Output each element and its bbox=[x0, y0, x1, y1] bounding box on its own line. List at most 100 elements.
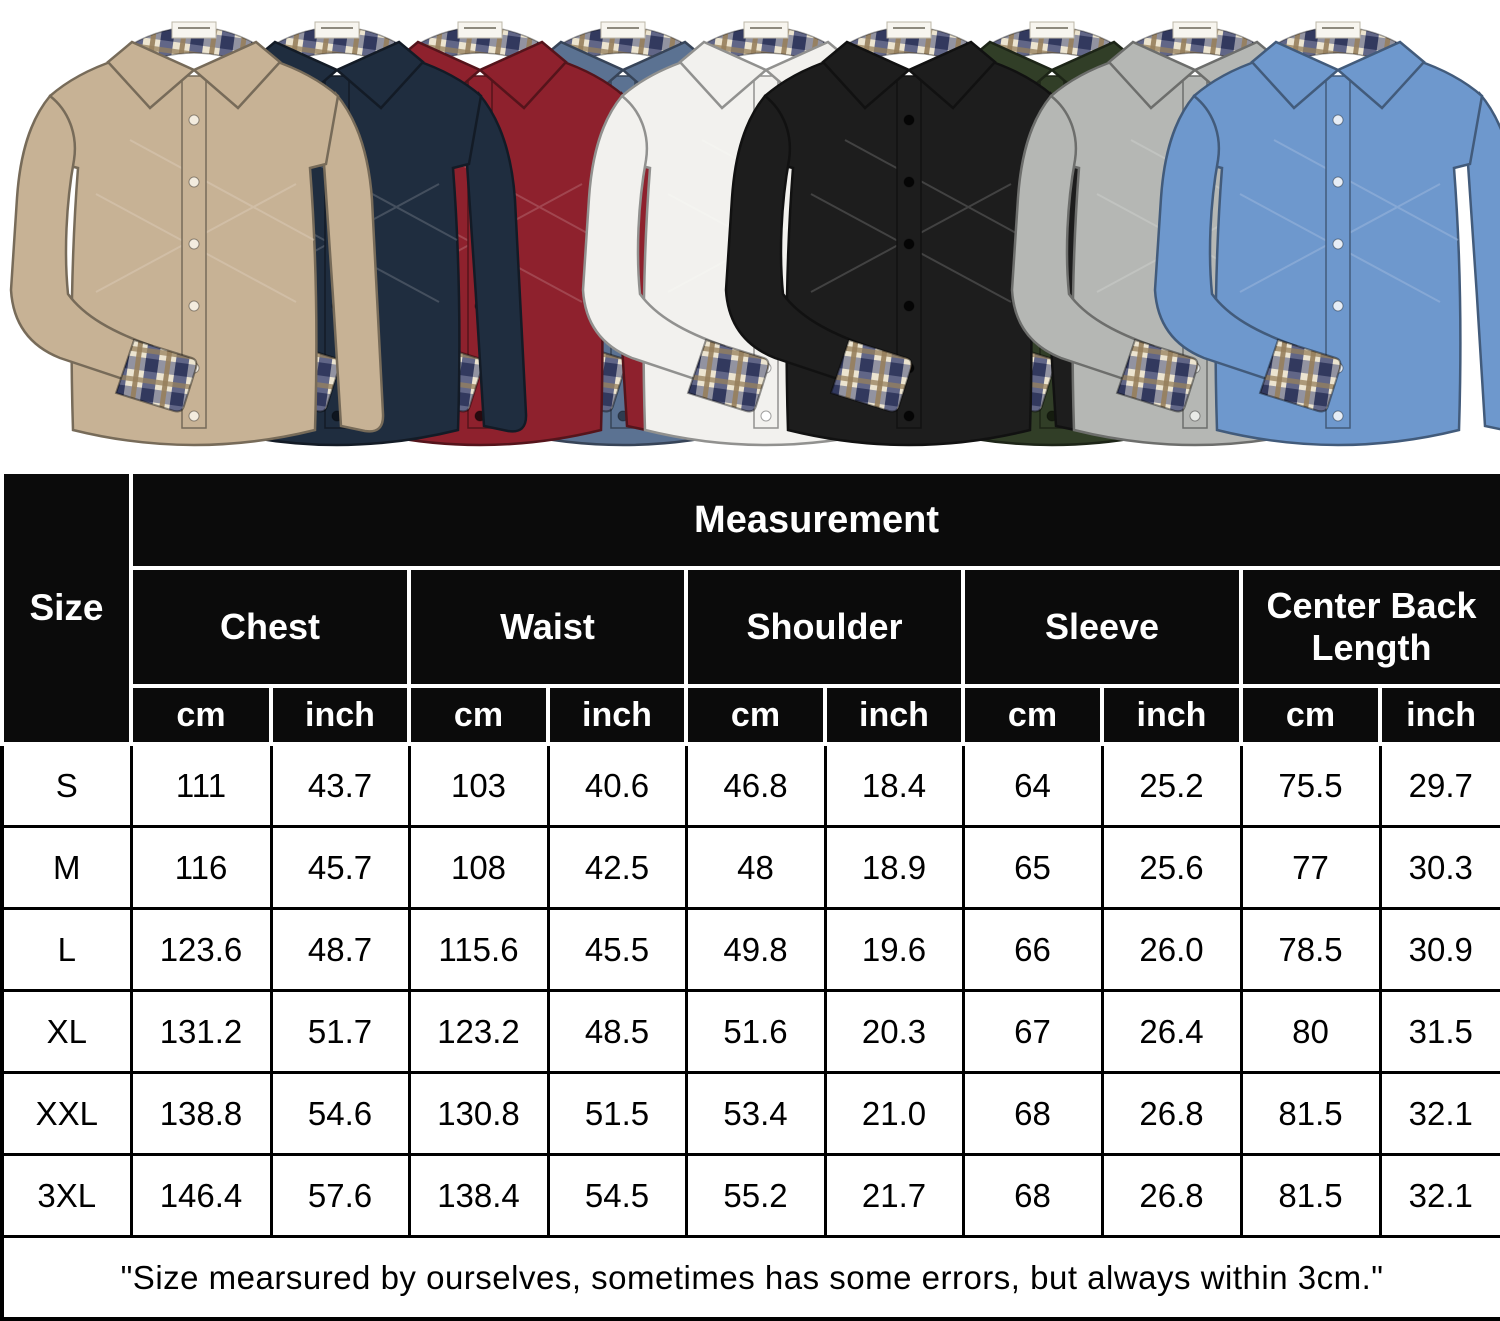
value-cell: 32.1 bbox=[1378, 1071, 1500, 1156]
buttons bbox=[903, 114, 915, 422]
value-cell: 57.6 bbox=[269, 1153, 411, 1238]
size-column-header: Size bbox=[0, 470, 133, 746]
product-gallery bbox=[0, 0, 1500, 470]
value-cell: 67 bbox=[961, 989, 1104, 1074]
value-cell: 18.9 bbox=[823, 825, 965, 910]
collar-left-flap bbox=[1107, 40, 1198, 110]
size-row: L 123.6 48.7 115.6 45.5 49.8 19.6 66 26.0 78.5 30.… bbox=[0, 907, 1500, 992]
value-cell: 26.8 bbox=[1100, 1071, 1243, 1156]
value-cell: 131.2 bbox=[129, 989, 273, 1074]
value-cell: 51.7 bbox=[269, 989, 411, 1074]
value-cell: 48 bbox=[684, 825, 827, 910]
value-cell: 21.7 bbox=[823, 1153, 965, 1238]
value-cell: 49.8 bbox=[684, 907, 827, 992]
value-cell: 45.7 bbox=[269, 825, 411, 910]
unit-header: inch bbox=[1377, 684, 1500, 746]
brand-label bbox=[171, 21, 217, 39]
value-cell: 64 bbox=[961, 742, 1104, 828]
size-chart-table: Size Measurement Chest Waist Shoulder Sl… bbox=[0, 470, 1500, 1321]
value-cell: 25.2 bbox=[1100, 742, 1243, 828]
value-cell: 108 bbox=[407, 825, 550, 910]
column-header-shoulder: Shoulder bbox=[684, 566, 965, 688]
value-cell: 54.6 bbox=[269, 1071, 411, 1156]
button-placket bbox=[896, 75, 922, 429]
shirt-light-blue bbox=[1128, 2, 1500, 464]
unit-header: cm bbox=[407, 684, 550, 746]
value-cell: 26.8 bbox=[1100, 1153, 1243, 1238]
brand-label bbox=[743, 21, 789, 39]
column-header-sleeve: Sleeve bbox=[961, 566, 1243, 688]
value-cell: 75.5 bbox=[1239, 742, 1382, 828]
brand-label bbox=[457, 21, 503, 39]
right-sleeve bbox=[465, 91, 528, 433]
value-cell: 32.1 bbox=[1378, 1153, 1500, 1238]
value-cell: 146.4 bbox=[129, 1153, 273, 1238]
collar-right-flap bbox=[906, 40, 997, 110]
unit-header: cm bbox=[684, 684, 827, 746]
value-cell: 111 bbox=[129, 742, 273, 828]
unit-header-row: cm inch cm inch cm inch cm inch cm inch bbox=[2, 684, 1500, 746]
value-cell: 48.5 bbox=[546, 989, 688, 1074]
plaid-cuff bbox=[1258, 338, 1342, 413]
value-cell: 30.3 bbox=[1378, 825, 1500, 910]
size-cell: S bbox=[0, 742, 133, 828]
unit-header: cm bbox=[1239, 684, 1382, 746]
right-sleeve bbox=[322, 91, 385, 433]
value-cell: 78.5 bbox=[1239, 907, 1382, 992]
column-header-waist: Waist bbox=[407, 566, 688, 688]
size-cell: XXL bbox=[0, 1071, 133, 1156]
value-cell: 19.6 bbox=[823, 907, 965, 992]
value-cell: 43.7 bbox=[269, 742, 411, 828]
note-row: "Size mearsured by ourselves, sometimes … bbox=[0, 1235, 1500, 1321]
collar-left-flap bbox=[821, 40, 912, 110]
value-cell: 40.6 bbox=[546, 742, 688, 828]
collar-right-flap bbox=[1335, 40, 1426, 110]
collar-left-flap bbox=[1250, 40, 1341, 110]
size-chart-section: Size Measurement Chest Waist Shoulder Sl… bbox=[0, 470, 1500, 1321]
value-cell: 29.7 bbox=[1378, 742, 1500, 828]
column-header-chest: Chest bbox=[129, 566, 411, 688]
value-cell: 25.6 bbox=[1100, 825, 1243, 910]
collar-right-flap bbox=[334, 40, 425, 110]
value-cell: 66 bbox=[961, 907, 1104, 992]
button-placket bbox=[181, 75, 207, 429]
value-cell: 68 bbox=[961, 1153, 1104, 1238]
size-cell: M bbox=[0, 825, 133, 910]
size-chart-body: S 111 43.7 103 40.6 46.8 18.4 64 25.2 75.5 29.7 M 11… bbox=[0, 742, 1500, 1238]
value-cell: 103 bbox=[407, 742, 550, 828]
size-row: M 116 45.7 108 42.5 48 18.9 65 25.6 77 30.3 bbox=[0, 825, 1500, 910]
value-cell: 115.6 bbox=[407, 907, 550, 992]
unit-header: cm bbox=[961, 684, 1104, 746]
plaid-cuff bbox=[114, 338, 198, 413]
value-cell: 18.4 bbox=[823, 742, 965, 828]
size-row: S 111 43.7 103 40.6 46.8 18.4 64 25.2 75.5 29.7 bbox=[0, 742, 1500, 828]
unit-header: cm bbox=[129, 684, 273, 746]
size-row: 3XL 146.4 57.6 138.4 54.5 55.2 21.7 68 26.8 81.5 3… bbox=[0, 1153, 1500, 1238]
brand-label bbox=[1029, 21, 1075, 39]
value-cell: 123.2 bbox=[407, 989, 550, 1074]
value-cell: 21.0 bbox=[823, 1071, 965, 1156]
value-cell: 30.9 bbox=[1378, 907, 1500, 992]
value-cell: 26.4 bbox=[1100, 989, 1243, 1074]
unit-header: inch bbox=[546, 684, 688, 746]
plaid-cuff bbox=[829, 338, 913, 413]
value-cell: 138.8 bbox=[129, 1071, 273, 1156]
shirt-khaki bbox=[0, 2, 404, 464]
value-cell: 26.0 bbox=[1100, 907, 1243, 992]
value-cell: 81.5 bbox=[1239, 1071, 1382, 1156]
collar-right-flap bbox=[191, 40, 282, 110]
size-cell: 3XL bbox=[0, 1153, 133, 1238]
collar-left-flap bbox=[678, 40, 769, 110]
button-placket bbox=[1325, 75, 1351, 429]
value-cell: 77 bbox=[1239, 825, 1382, 910]
value-cell: 20.3 bbox=[823, 989, 965, 1074]
size-row: XL 131.2 51.7 123.2 48.5 51.6 20.3 67 26.4 80 31.5 bbox=[0, 989, 1500, 1074]
value-cell: 48.7 bbox=[269, 907, 411, 992]
value-cell: 123.6 bbox=[129, 907, 273, 992]
value-cell: 45.5 bbox=[546, 907, 688, 992]
plaid-cuff bbox=[686, 338, 770, 413]
value-cell: 65 bbox=[961, 825, 1104, 910]
right-sleeve bbox=[1466, 91, 1500, 431]
size-note: "Size mearsured by ourselves, sometimes … bbox=[0, 1235, 1500, 1321]
value-cell: 116 bbox=[129, 825, 273, 910]
